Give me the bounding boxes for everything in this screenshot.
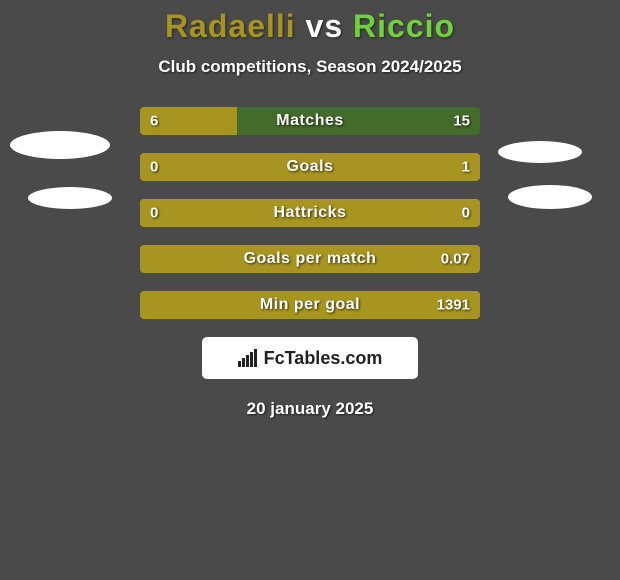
page-title: Radaelli vs Riccio — [0, 0, 620, 45]
left-ellipse — [28, 187, 112, 209]
bars-container: 615Matches 01Goals 00Hattricks 0.07Goals pe… — [140, 107, 480, 319]
footer-logo: FcTables.com — [202, 337, 418, 379]
bar-label: Goals — [140, 158, 480, 176]
footer-date: 20 january 2025 — [0, 399, 620, 419]
title-player-right: Riccio — [353, 8, 455, 44]
bar-label: Hattricks — [140, 204, 480, 222]
chart-area: 615Matches 01Goals 00Hattricks 0.07Goals pe… — [0, 107, 620, 319]
bar-label: Goals per match — [140, 250, 480, 268]
subtitle: Club competitions, Season 2024/2025 — [0, 57, 620, 77]
footer-logo-text: FcTables.com — [264, 348, 383, 369]
bar-label: Matches — [140, 112, 480, 130]
left-ellipse — [10, 131, 110, 159]
bar-row: 1391Min per goal — [140, 291, 480, 319]
bar-row: 00Hattricks — [140, 199, 480, 227]
canvas: Radaelli vs Riccio Club competitions, Se… — [0, 0, 620, 580]
bar-row: 0.07Goals per match — [140, 245, 480, 273]
bar-row: 615Matches — [140, 107, 480, 135]
chart-icon — [238, 349, 258, 367]
bar-row: 01Goals — [140, 153, 480, 181]
title-vs: vs — [296, 8, 353, 44]
right-ellipse — [508, 185, 592, 209]
title-player-left: Radaelli — [165, 8, 296, 44]
bar-label: Min per goal — [140, 296, 480, 314]
right-ellipse — [498, 141, 582, 163]
